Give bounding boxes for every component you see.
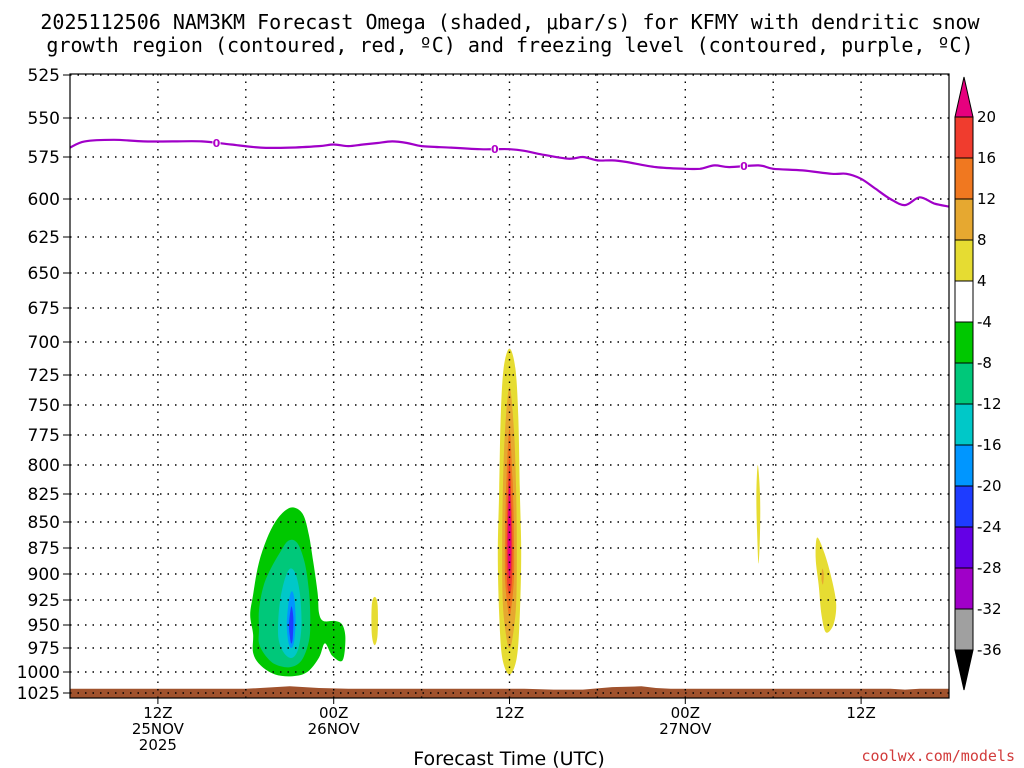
colorbar-swatch	[954, 485, 974, 528]
y-tick-label-975: 975	[28, 639, 60, 659]
y-tick-label-575: 575	[28, 148, 60, 168]
colorbar-label: -4	[977, 313, 992, 331]
y-tick-label-1025: 1025	[17, 684, 60, 704]
colorbar-label: 4	[977, 272, 987, 290]
freezing-label-bg	[490, 142, 499, 157]
x-tick-label: 12Z	[495, 704, 524, 722]
colorbar-swatch	[954, 239, 974, 282]
colorbar-swatch	[954, 567, 974, 610]
y-tick-label-750: 750	[28, 396, 60, 416]
x-tick-label: 27NOV	[659, 720, 712, 738]
x-tick-label: 25NOV	[132, 720, 185, 738]
y-tick-label-700: 700	[28, 333, 60, 353]
colorbar-swatch	[954, 280, 974, 323]
chart-title-line1: 2025112506 NAM3KM Forecast Omega (shaded…	[40, 10, 980, 34]
omega-shading	[250, 348, 837, 677]
colorbar-swatch	[954, 526, 974, 569]
y-tick-label-850: 850	[28, 513, 60, 533]
colorbar-label: -36	[977, 641, 1002, 659]
freezing-level-label: 0	[213, 137, 221, 150]
colorbar-swatch	[954, 403, 974, 446]
colorbar-bottom-arrow	[954, 649, 974, 691]
colorbar-label: -20	[977, 477, 1002, 495]
colorbar-swatch	[954, 116, 974, 159]
y-tick-label-550: 550	[28, 109, 60, 129]
shade-pos-gold-small3	[821, 568, 824, 585]
x-tick-label: 00Z	[671, 704, 700, 722]
y-tick-label-800: 800	[28, 456, 60, 476]
colorbar-label: -28	[977, 559, 1002, 577]
y-tick-label-1000: 1000	[17, 663, 60, 683]
colorbar: 20 16 12 8 4 -4 -8 -12 -16 -20 -24 -28 -32 -36	[954, 76, 1002, 691]
colorbar-label: 8	[977, 231, 987, 249]
freezing-level-line	[69, 138, 950, 208]
y-tick-label-725: 725	[28, 366, 60, 386]
shade-neg-blue	[288, 606, 294, 644]
freezing-label-bg	[739, 159, 748, 174]
y-tick-label-600: 600	[28, 190, 60, 210]
x-tick-label: 26NOV	[308, 720, 361, 738]
colorbar-label: 16	[977, 149, 996, 167]
colorbar-label: -12	[977, 395, 1002, 413]
shade-pos-yellow-small2	[756, 465, 761, 564]
colorbar-swatch	[954, 157, 974, 200]
colorbar-label: -32	[977, 600, 1002, 618]
colorbar-label: 12	[977, 190, 996, 208]
y-tick-label-650: 650	[28, 264, 60, 284]
freezing-level-label: 0	[491, 143, 499, 156]
y-tick-label-875: 875	[28, 539, 60, 559]
shade-pos-magenta	[507, 482, 512, 577]
y-tick-label-625: 625	[28, 228, 60, 248]
shade-pos-yellow-small3	[815, 537, 837, 633]
y-tick-label-900: 900	[28, 565, 60, 585]
freezing-level-contour: 0 0 0	[69, 135, 950, 208]
colorbar-swatch	[954, 444, 974, 487]
y-tick-label-950: 950	[28, 616, 60, 636]
x-axis-label: Forecast Time (UTC)	[413, 748, 604, 768]
y-tick-label-775: 775	[28, 426, 60, 446]
colorbar-swatch	[954, 608, 974, 651]
x-tick-label: 2025	[139, 736, 177, 754]
colorbar-swatch	[954, 321, 974, 364]
colorbar-label: -8	[977, 354, 992, 372]
colorbar-label: -16	[977, 436, 1002, 454]
y-tick-label-825: 825	[28, 485, 60, 505]
terrain-fill	[70, 686, 949, 698]
chart-title-line2: growth region (contoured, red, ºC) and f…	[46, 33, 973, 57]
site-credit: coolwx.com/models	[861, 747, 1015, 765]
x-tick-label: 00Z	[319, 704, 348, 722]
colorbar-top-arrow	[954, 76, 974, 118]
terrain-layer	[70, 686, 949, 698]
colorbar-swatch	[954, 362, 974, 405]
freezing-level-label: 0	[740, 160, 748, 173]
freezing-label-bg	[212, 135, 221, 150]
colorbar-label: 20	[977, 108, 996, 126]
colorbar-swatch	[954, 198, 974, 241]
colorbar-label: -24	[977, 518, 1002, 536]
y-tick-label-925: 925	[28, 591, 60, 611]
y-tick-label-525: 525	[28, 66, 60, 86]
x-tick-label: 12Z	[846, 704, 875, 722]
shade-pos-yellow-small1	[371, 596, 378, 646]
y-axis: 525 550 575 600 625 650 675 700 725 750 775 800 825 8…	[17, 66, 70, 704]
y-tick-label-675: 675	[28, 299, 60, 319]
x-tick-label: 12Z	[143, 704, 172, 722]
